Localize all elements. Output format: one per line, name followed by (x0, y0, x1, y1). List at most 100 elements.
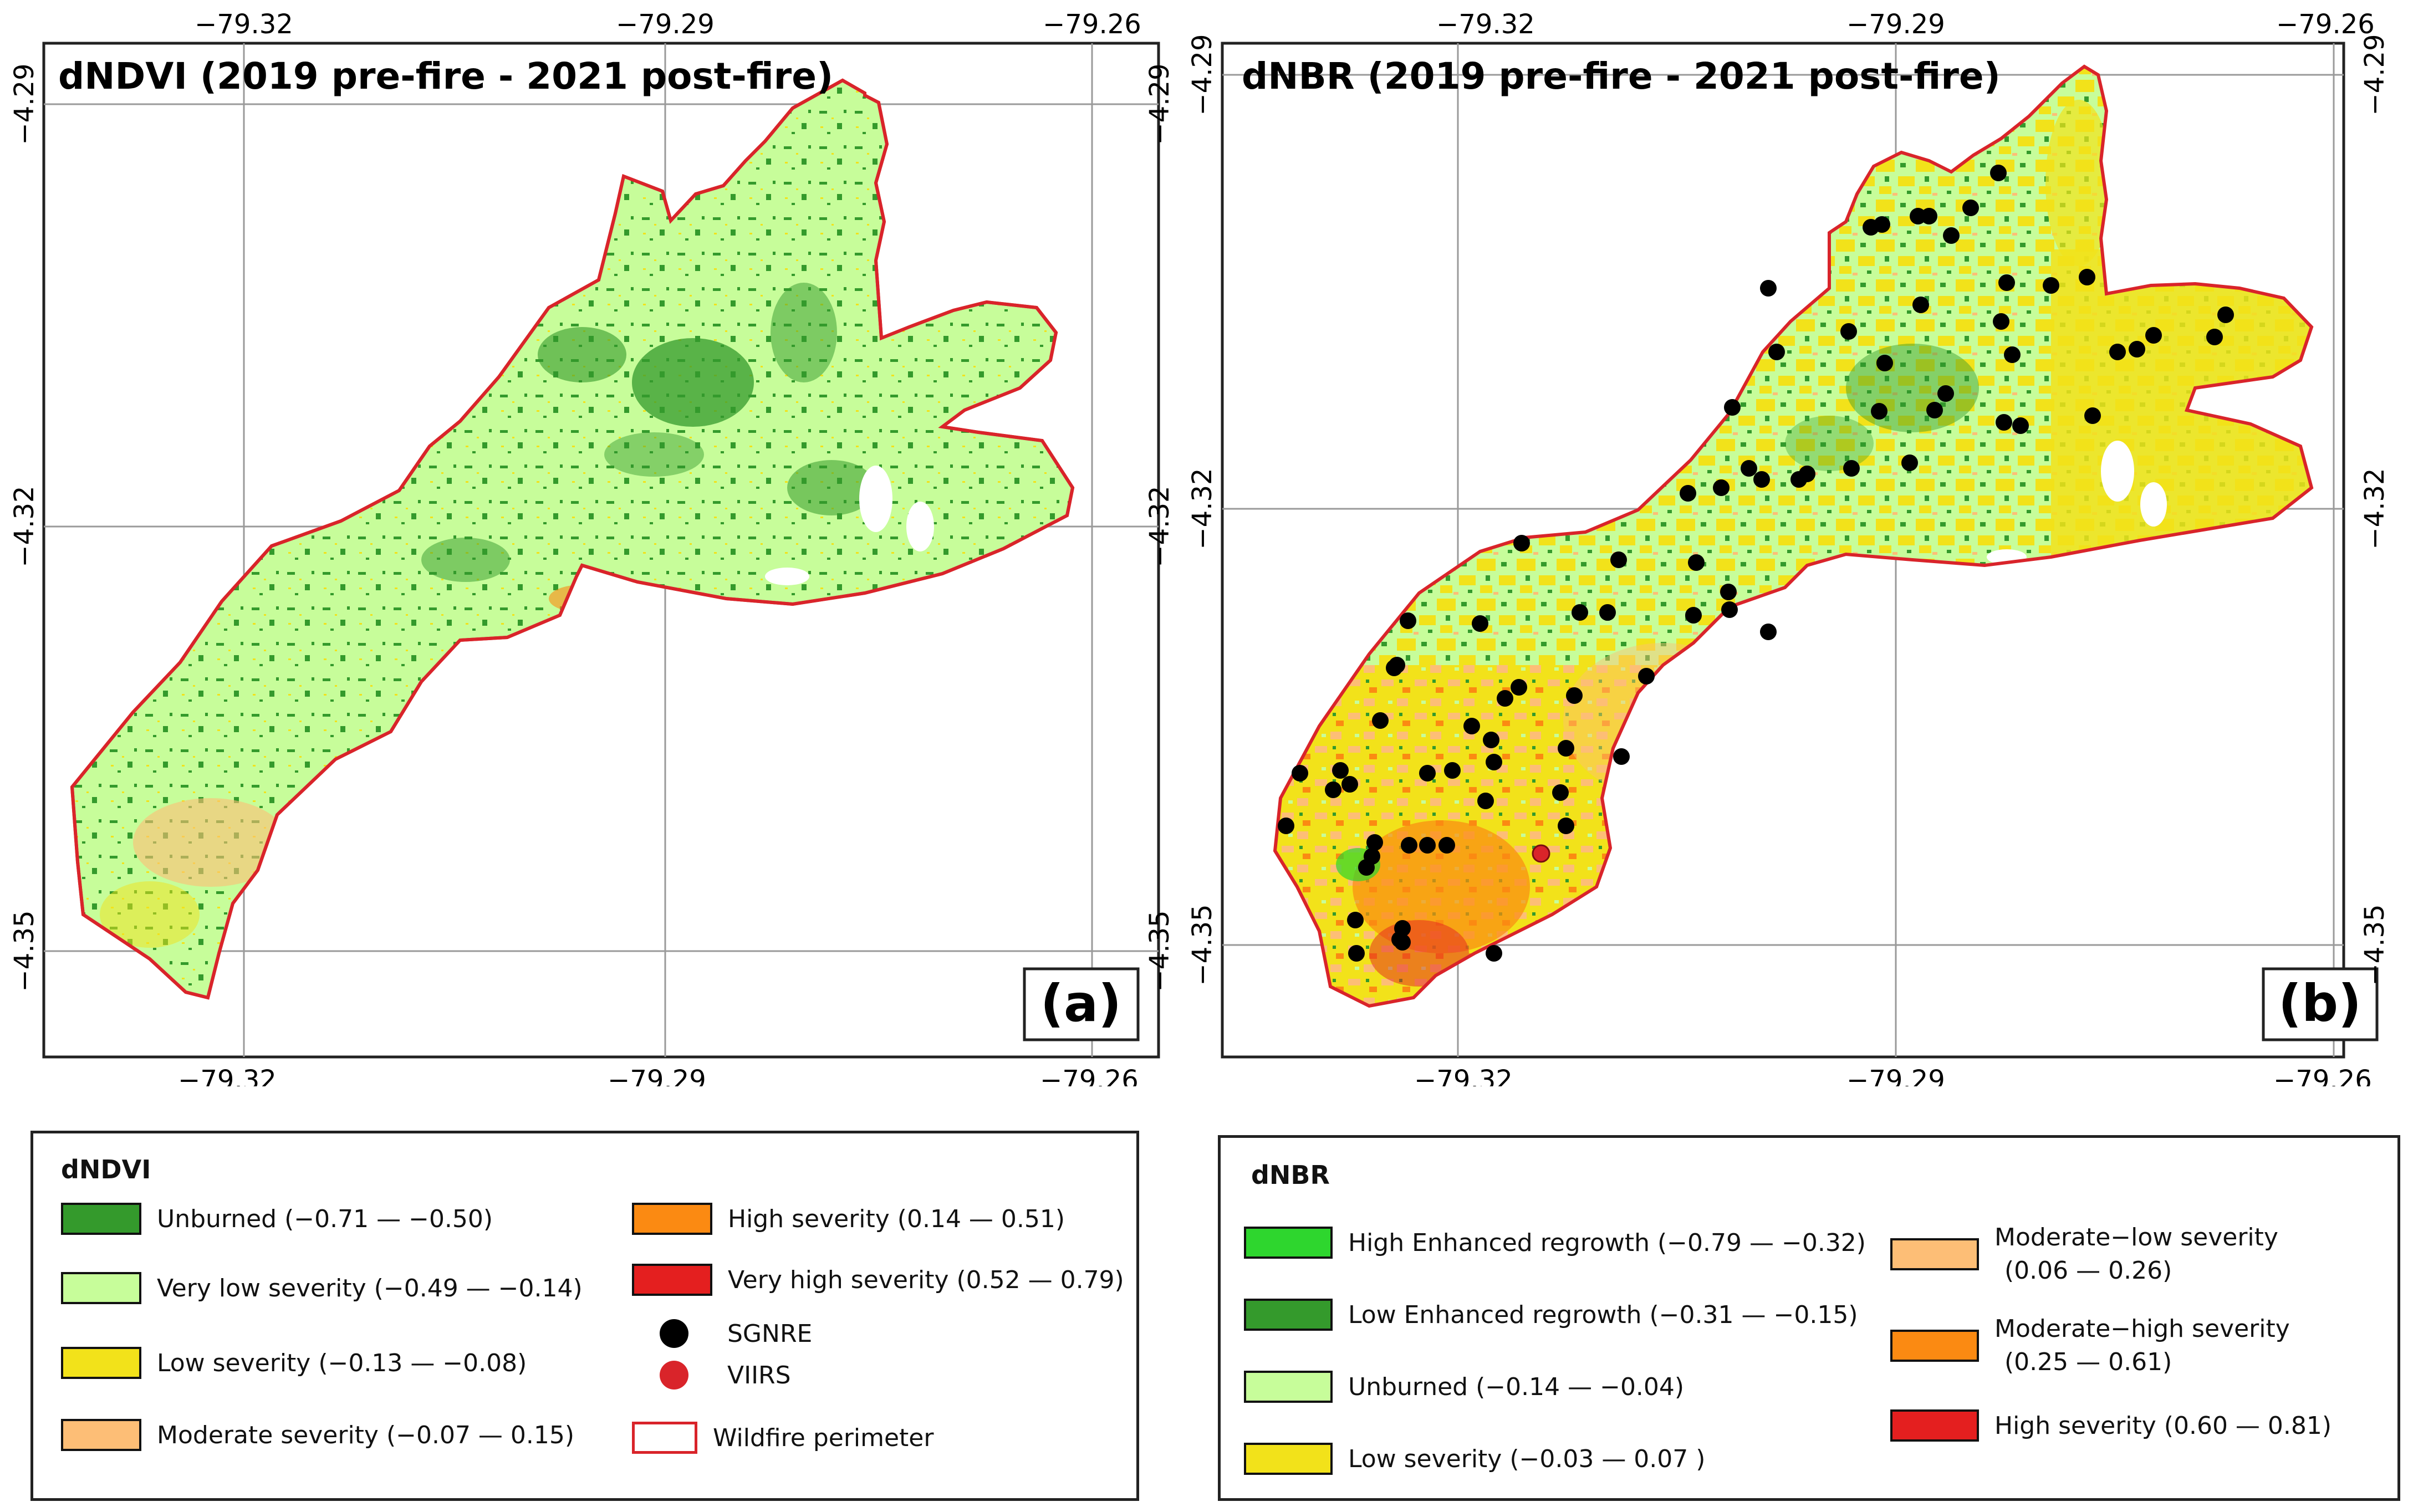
sgnre-point (1610, 551, 1627, 568)
legend-dnbr-moderate-high-text: Moderate−high severity (0.25 — 0.61) (1994, 1312, 2290, 1379)
legend-dndvi-low-label: Low severity (−0.13 — −0.08) (157, 1348, 527, 1377)
lat-tick-b-right-2: −4.32 (2359, 468, 2390, 549)
legend-dnbr-high-severity-label: High severity (0.60 — 0.81) (1994, 1411, 2332, 1440)
lat-tick-a-left-1: −4.29 (9, 63, 40, 145)
sgnre-point (1463, 718, 1480, 734)
legend-perimeter: Wildfire perimeter (632, 1422, 933, 1454)
sgnre-point (1332, 762, 1349, 779)
sgnre-point (1901, 454, 1918, 471)
sgnre-point (2004, 346, 2021, 363)
lon-tick-a-top-1: −79.32 (195, 9, 293, 40)
swatch-orange-b (1890, 1330, 1979, 1362)
panel-b-label-box (2262, 967, 2379, 1041)
sgnre-point (2145, 327, 2162, 344)
sgnre-point (1366, 834, 1383, 851)
legend-dnbr-moderate-low: Moderate−low severity (0.06 — 0.26) (1890, 1221, 2278, 1288)
legend-dndvi-moderate: Moderate severity (−0.07 — 0.15) (61, 1419, 574, 1451)
sgnre-point (1688, 554, 1705, 571)
legend-dndvi-very-high-label: Very high severity (0.52 — 0.79) (728, 1265, 1124, 1294)
sgnre-point (1998, 274, 2015, 291)
legend-sgnre: SGNRE (632, 1319, 812, 1348)
lat-tick-b-left-1: −4.29 (1187, 34, 1218, 115)
swatch-light-green-b (1244, 1371, 1333, 1403)
sgnre-point (1372, 712, 1389, 729)
legend-dndvi-title: dNDVI (61, 1155, 151, 1184)
legend-dnbr-moderate-low-text: Moderate−low severity (0.06 — 0.26) (1994, 1221, 2278, 1288)
sgnre-point (1724, 399, 1741, 416)
sgnre-point (1790, 471, 1807, 488)
sgnre-point (1685, 607, 1702, 624)
panel-b-lon-bottom: −79.32 −79.29 −79.26 (1414, 1065, 2372, 1086)
legend-dnbr-moderate-high-line1: Moderate−high severity (1994, 1315, 2290, 1343)
swatch-bright-green (1244, 1227, 1333, 1259)
sgnre-point (1511, 679, 1527, 696)
swatch-dark-green (61, 1203, 141, 1235)
legend-dndvi-very-low: Very low severity (−0.49 — −0.14) (61, 1272, 583, 1304)
sgnre-point (1876, 355, 1893, 371)
legend-viirs-label: VIIRS (727, 1361, 791, 1390)
sgnre-point (1341, 776, 1358, 793)
legend-dndvi-high-label: High severity (0.14 — 0.51) (728, 1204, 1065, 1233)
sgnre-point (1358, 859, 1375, 876)
lat-tick-b-left-2: −4.32 (1187, 468, 1218, 549)
panel-b-lon-top: −79.32 −79.29 −79.26 (1436, 9, 2375, 40)
lon-tick-a-top-3: −79.26 (1043, 9, 1141, 40)
lon-tick-a-bot-1: −79.32 (178, 1065, 277, 1086)
sgnre-point (2079, 269, 2095, 285)
sgnre-point (1962, 200, 1979, 216)
sgnre-point (1990, 165, 2007, 181)
sgnre-point (1325, 781, 1341, 798)
sgnre-point (1486, 945, 1502, 962)
lat-tick-a-left-2: −4.32 (9, 486, 40, 567)
legend-dndvi-moderate-label: Moderate severity (−0.07 — 0.15) (157, 1421, 575, 1449)
legend-dnbr-title: dNBR (1251, 1160, 1330, 1190)
sgnre-point (1680, 485, 1696, 502)
sgnre-point (1566, 687, 1583, 704)
sgnre-point (1910, 208, 1926, 224)
panel-b-title: dNBR (2019 pre-fire - 2021 post-fire) (1242, 55, 2001, 98)
legend-dnbr-moderate-low-line1: Moderate−low severity (1994, 1223, 2278, 1252)
legend-dnbr-moderate-low-line2: (0.06 — 0.26) (2004, 1256, 2172, 1285)
swatch-red (632, 1264, 712, 1296)
panel-b-label: (b) (2278, 974, 2361, 1033)
panel-a-lat-right: −4.29 −4.32 −4.35 (1144, 63, 1175, 992)
legend-dnbr-low-regrowth-label: Low Enhanced regrowth (−0.31 — −0.15) (1348, 1300, 1858, 1329)
lon-tick-b-top-2: −79.29 (1846, 9, 1945, 40)
legend-dndvi-very-low-label: Very low severity (−0.49 — −0.14) (157, 1274, 583, 1302)
sgnre-point (1552, 784, 1569, 801)
legend-dnbr-unburned-label: Unburned (−0.14 — −0.04) (1348, 1372, 1685, 1401)
sgnre-point (2217, 307, 2234, 323)
lon-tick-b-bot-2: −79.29 (1846, 1065, 1945, 1086)
sgnre-point (1843, 460, 1860, 477)
sgnre-point (1419, 837, 1436, 854)
sgnre-point (1863, 219, 1879, 236)
sgnre-point (1292, 765, 1308, 781)
swatch-peach-b (1890, 1238, 1979, 1270)
sgnre-point (2043, 277, 2059, 294)
sgnre-point (1768, 344, 1785, 360)
swatch-light-green (61, 1272, 141, 1304)
sgnre-points (1278, 165, 2234, 962)
sgnre-point (1721, 601, 1738, 618)
legend-dnbr-moderate-high: Moderate−high severity (0.25 — 0.61) (1890, 1312, 2290, 1379)
legend-dnbr: dNBR High Enhanced regrowth (−0.79 — −0.… (1218, 1135, 2400, 1501)
perimeter-box-icon (632, 1422, 697, 1454)
sgnre-point (1993, 313, 2009, 330)
legend-dnbr-high-regrowth: High Enhanced regrowth (−0.79 — −0.32) (1244, 1227, 1866, 1259)
lon-tick-a-top-2: −79.29 (616, 9, 715, 40)
swatch-peach (61, 1419, 141, 1451)
sgnre-point (1348, 945, 1365, 962)
sgnre-point (1558, 818, 1574, 834)
sgnre-point (1638, 668, 1655, 685)
sgnre-point (2206, 329, 2223, 345)
sgnre-point (1419, 765, 1436, 781)
legend-dnbr-low-severity-label: Low severity (−0.03 — 0.07 ) (1348, 1444, 1706, 1473)
lat-tick-a-left-3: −4.35 (9, 910, 40, 992)
panel-a-label-box (1023, 967, 1140, 1041)
sgnre-point (1477, 793, 1494, 809)
maps-figure: dNDVI (2019 pre-fire - 2021 post-fire) (… (9, 9, 2390, 1086)
legend-dnbr-low-regrowth: Low Enhanced regrowth (−0.31 — −0.15) (1244, 1299, 1858, 1331)
lon-tick-a-bot-2: −79.29 (608, 1065, 706, 1086)
sgnre-point (1572, 604, 1588, 621)
lon-tick-b-bot-3: −79.26 (2273, 1065, 2372, 1086)
